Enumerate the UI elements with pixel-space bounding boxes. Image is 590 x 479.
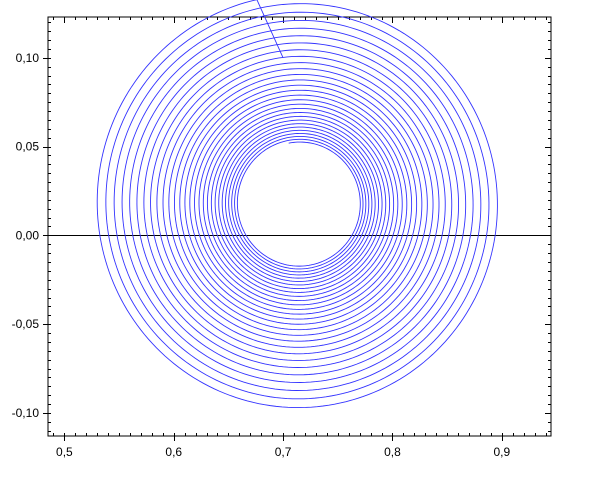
x-tick-label: 0,7 (275, 445, 292, 459)
y-tick-label: 0,00 (16, 228, 40, 242)
y-tick-label: -0,10 (12, 406, 40, 420)
x-tick-label: 0,5 (56, 445, 73, 459)
x-tick-label: 0,8 (384, 445, 401, 459)
x-tick-label: 0,9 (493, 445, 510, 459)
x-tick-label: 0,6 (165, 445, 182, 459)
y-tick-label: -0,05 (12, 317, 40, 331)
spiral-series-line (96, 0, 498, 409)
y-tick-label: 0,10 (16, 51, 40, 65)
x-axis-tick-labels: 0,5 0,6 0,7 0,8 0,9 (56, 445, 510, 459)
y-tick-label: 0,05 (16, 140, 40, 154)
major-ticks (43, 17, 551, 441)
y-axis-tick-labels: 0,10 0,05 0,00 -0,05 -0,10 (12, 51, 40, 420)
